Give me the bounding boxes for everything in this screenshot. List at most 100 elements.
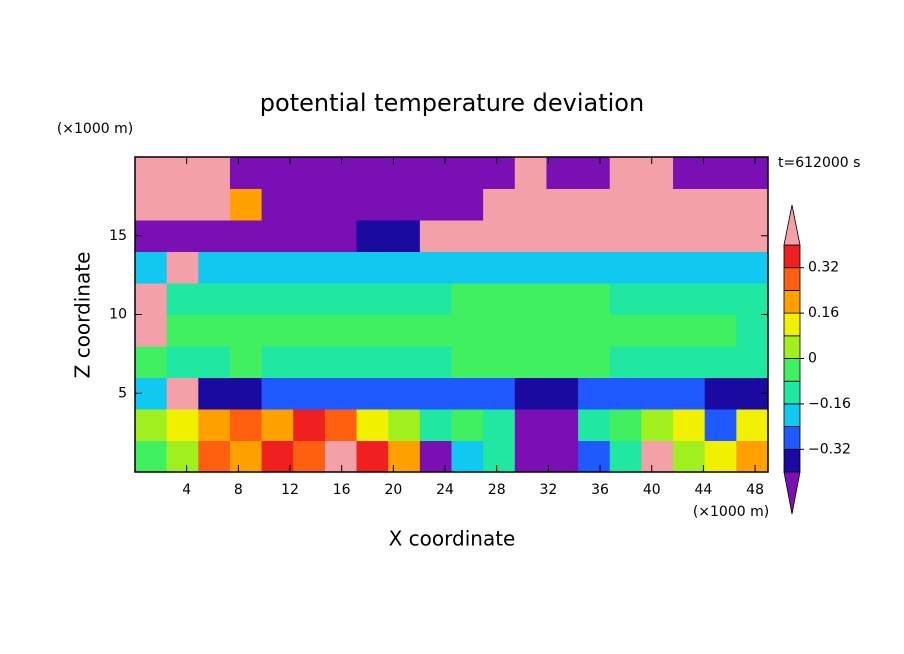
contour-cell [578,377,611,410]
contour-cell [198,346,231,378]
x-tick-label: 24 [436,482,454,498]
contour-cell [578,440,611,473]
contour-cell [419,157,452,189]
contour-cell [293,157,326,189]
colorbar-band [783,244,801,269]
colorbar-band [783,335,801,359]
time-annotation: t=612000 s [778,155,860,171]
contour-cell [324,283,358,315]
contour-cell [736,157,769,189]
contour-cell [673,409,706,441]
contour-cell [229,251,263,284]
contour-cell [419,251,452,284]
contour-cell [704,409,737,441]
contour-cell [293,283,326,315]
contour-cell [356,440,389,473]
contour-cell [356,346,389,378]
contour-cell [736,314,769,347]
contour-cell [261,377,294,410]
contour-cell [641,157,674,189]
contour-cell [673,346,706,378]
contour-cell [546,251,579,284]
contour-cell [451,220,484,252]
contour-cell [324,157,358,189]
colorbar-band [783,312,801,337]
contour-cell [293,314,326,347]
contour-cell [514,157,547,189]
contour-cell [514,188,547,221]
contour-cell [356,377,389,410]
contour-cell [198,377,231,410]
colorbar-band [783,289,801,314]
contour-cell [261,283,294,315]
contour-cell [641,283,674,315]
contour-cell [166,188,199,221]
colorbar-tick-label: 0.32 [808,260,839,276]
contour-cell [736,346,769,378]
contour-cell [483,314,516,347]
x-tick-label: 44 [694,482,712,498]
colorbar-extend-low [783,471,801,515]
contour-cell [293,188,326,221]
contour-cell [293,346,326,378]
contour-cell [198,220,231,252]
contour-cell [704,377,737,410]
contour-cell [198,251,231,284]
contour-cell [135,251,168,284]
contour-cell [673,220,706,252]
contour-cell [229,283,263,315]
contour-cell [166,440,199,473]
contour-cell [419,220,452,252]
colorbar-extend-high [783,204,801,246]
contour-cell [388,220,421,252]
contour-cell [514,440,547,473]
colorbar-band [783,448,801,473]
contour-cell [229,220,263,252]
contour-cell [198,314,231,347]
contour-cell [166,283,199,315]
contour-cell [419,409,452,441]
contour-cell [704,440,737,473]
contour-cell [736,188,769,221]
x-tick-label: 20 [384,482,402,498]
contour-cell [451,314,484,347]
contour-cell [704,188,737,221]
contour-cell [451,409,484,441]
x-unit: (×1000 m) [693,504,769,520]
y-axis-label: Z coordinate [71,252,95,379]
contour-cell [641,251,674,284]
x-tick-label: 48 [746,482,764,498]
contour-cell [293,409,326,441]
contour-cell [546,440,579,473]
contour-cell [736,440,769,473]
x-tick-label: 32 [539,482,557,498]
colorbar-band [783,426,801,450]
contour-cell [578,251,611,284]
contour-cell [166,220,199,252]
contour-cell [356,220,389,252]
colorbar-tick-label: 0.16 [808,305,839,321]
contour-cell [356,251,389,284]
contour-cell [546,188,579,221]
contour-cell [673,188,706,221]
contour-cell [261,220,294,252]
contour-cell [293,251,326,284]
contour-cell [704,251,737,284]
contour-cell [483,220,516,252]
contour-cell [419,377,452,410]
colorbar-band [783,267,801,291]
contour-cell [261,346,294,378]
contour-cell [451,283,484,315]
contour-cell [483,157,516,189]
contour-cell [483,283,516,315]
contour-cell [324,440,358,473]
contour-cell [356,314,389,347]
contour-cell [198,283,231,315]
contour-cell [261,409,294,441]
contour-cell [451,377,484,410]
contour-cell [609,188,642,221]
contour-cell [609,314,642,347]
colorbar-band [783,403,801,427]
contour-cell [609,377,642,410]
contour-cell [641,409,674,441]
